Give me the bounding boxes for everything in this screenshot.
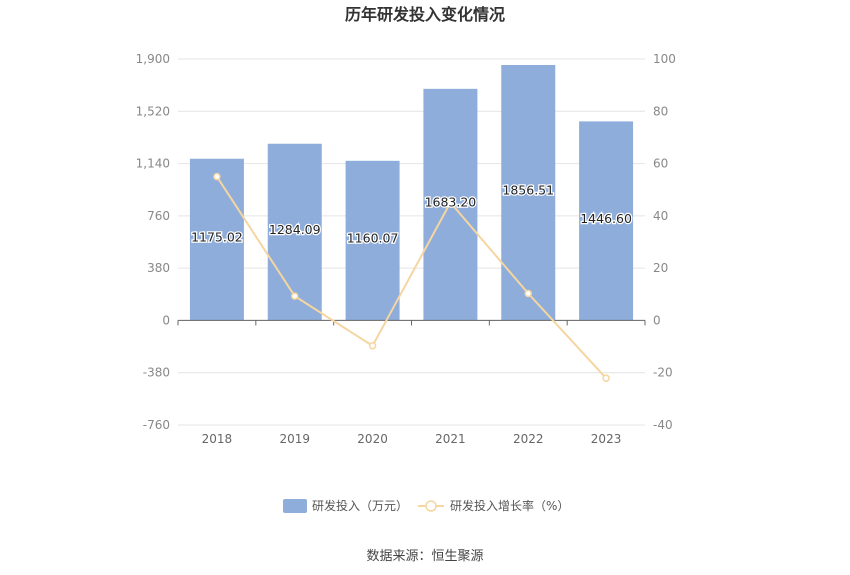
- bar[interactable]: [189, 158, 244, 321]
- x-tick-label: 2020: [357, 432, 388, 446]
- line-point[interactable]: [213, 172, 221, 181]
- source-note: 数据来源：恒生聚源: [366, 549, 483, 564]
- bar-value-label: 1284.09: [269, 222, 321, 237]
- bar-value-label: 1683.20: [425, 195, 477, 210]
- bar-value-label: 1446.60: [580, 211, 632, 226]
- line-point[interactable]: [368, 342, 377, 350]
- legend-bar-swatch: [283, 499, 307, 513]
- right-axis-ticks: -40 -20 0 20 40 60 80 100: [653, 52, 676, 432]
- line-point[interactable]: [524, 289, 532, 298]
- line-point[interactable]: [446, 198, 455, 207]
- growth-line: [216, 176, 607, 379]
- grid-lines: [178, 58, 645, 426]
- x-axis-ticks: 2018 2019 2020 2021 2022 2023: [177, 320, 646, 446]
- legend-line-marker: [425, 500, 437, 512]
- bar-value-label: 1175.02: [191, 230, 243, 245]
- line-point[interactable]: [291, 292, 299, 300]
- left-tick-label: 1,900: [136, 52, 170, 66]
- legend-line-label: 研发投入增长率（%）: [450, 498, 569, 513]
- left-tick-label: 760: [147, 209, 170, 223]
- right-tick-label: 20: [653, 261, 668, 275]
- left-tick-label: 0: [162, 313, 170, 327]
- x-tick-label: 2018: [202, 432, 233, 446]
- bar-series: [189, 64, 634, 321]
- bar-value-label: 1160.07: [347, 231, 399, 246]
- right-tick-label: 60: [653, 157, 668, 171]
- left-tick-label: 1,140: [136, 157, 170, 171]
- left-tick-label: -760: [143, 418, 170, 432]
- right-tick-label: -40: [653, 418, 673, 432]
- left-axis-ticks: -760 -380 0 380 760 1,140 1,520 1,900: [136, 52, 170, 432]
- right-tick-label: 40: [653, 209, 668, 223]
- x-tick-label: 2022: [513, 432, 544, 446]
- left-tick-label: -380: [143, 366, 170, 380]
- bar-value-label: 1856.51: [502, 183, 554, 198]
- right-tick-label: 0: [653, 313, 661, 327]
- chart-title: 历年研发投入变化情况: [345, 5, 505, 24]
- right-tick-label: -20: [653, 366, 673, 380]
- bar[interactable]: [501, 64, 556, 321]
- legend-item-bar[interactable]: 研发投入（万元）: [283, 498, 408, 513]
- x-tick-label: 2021: [435, 432, 466, 446]
- right-tick-label: 80: [653, 104, 668, 118]
- left-tick-label: 1,520: [136, 104, 170, 118]
- right-tick-label: 100: [653, 52, 676, 66]
- bar[interactable]: [345, 160, 400, 321]
- x-tick-label: 2019: [279, 432, 310, 446]
- left-tick-label: 380: [147, 261, 170, 275]
- bar[interactable]: [579, 121, 634, 321]
- legend-bar-label: 研发投入（万元）: [312, 498, 408, 513]
- bar[interactable]: [267, 143, 322, 321]
- line-series: [213, 172, 610, 382]
- x-tick-label: 2023: [591, 432, 622, 446]
- legend-item-line[interactable]: 研发投入增长率（%）: [418, 498, 569, 513]
- legend[interactable]: 研发投入（万元） 研发投入增长率（%）: [283, 498, 569, 513]
- line-point[interactable]: [602, 374, 610, 382]
- bar-data-labels: 1175.02 1284.09 1160.07 1683.20 1856.51 1446.…: [190, 181, 633, 246]
